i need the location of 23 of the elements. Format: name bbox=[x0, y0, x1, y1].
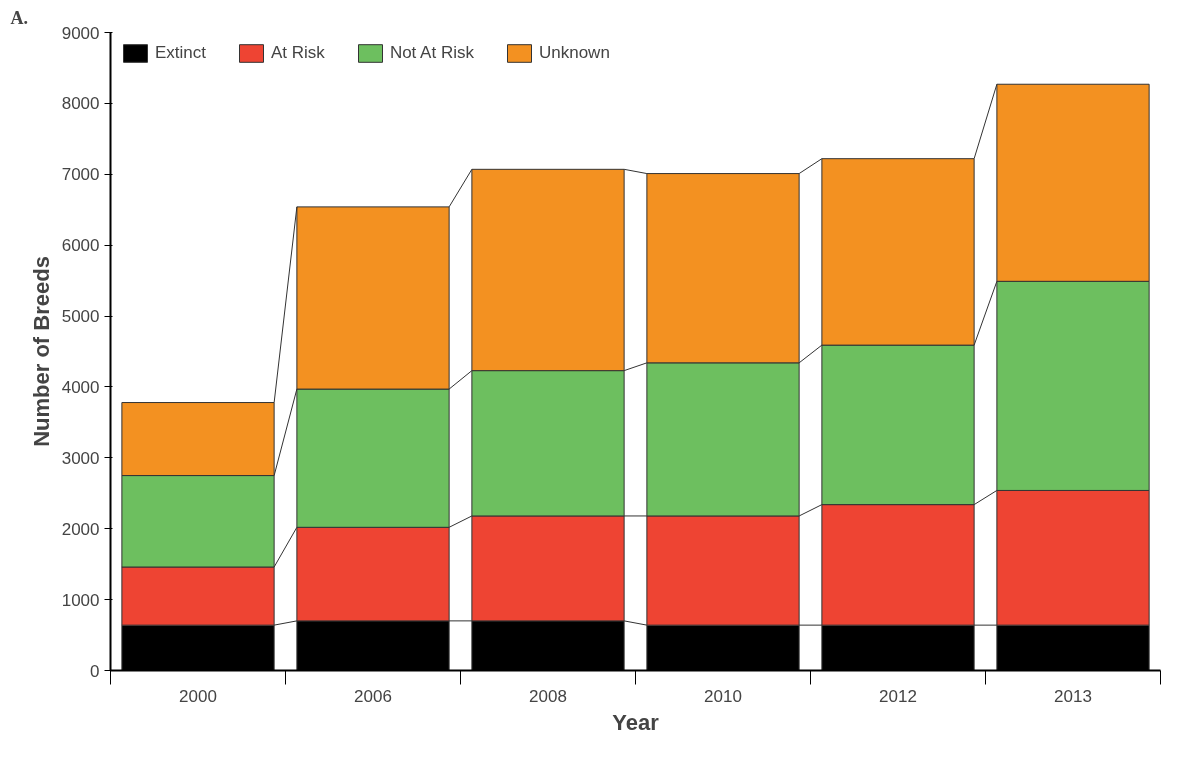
legend-label: At Risk bbox=[271, 43, 325, 63]
x-tick-label: 2010 bbox=[704, 686, 742, 706]
y-tick-label: 9000 bbox=[61, 23, 100, 43]
y-tick-label: 5000 bbox=[61, 307, 100, 327]
y-tick-label: 2000 bbox=[61, 519, 100, 539]
y-tick-label: 0 bbox=[90, 661, 100, 681]
x-tick-label: 2013 bbox=[1054, 686, 1092, 706]
y-tick-label: 7000 bbox=[61, 165, 100, 185]
text: A. bbox=[10, 7, 28, 28]
y-tick-label: 8000 bbox=[61, 94, 100, 114]
x-tick-label: 2000 bbox=[179, 686, 217, 706]
x-tick-label: 2012 bbox=[879, 686, 917, 706]
y-tick-label: 3000 bbox=[61, 448, 100, 468]
y-tick-label: 6000 bbox=[61, 236, 100, 256]
x-tick-label: 2006 bbox=[354, 686, 392, 706]
legend-label: Not At Risk bbox=[389, 43, 474, 63]
y-tick-label: 1000 bbox=[61, 590, 100, 610]
y-tick-label: 4000 bbox=[61, 377, 100, 397]
x-tick-label: 2008 bbox=[529, 686, 567, 706]
legend-label: Unknown bbox=[538, 43, 610, 63]
y-axis-title: Number of Breeds bbox=[28, 256, 54, 447]
x-axis-title: Year bbox=[612, 709, 660, 735]
legend-label: Extinct bbox=[155, 43, 207, 63]
